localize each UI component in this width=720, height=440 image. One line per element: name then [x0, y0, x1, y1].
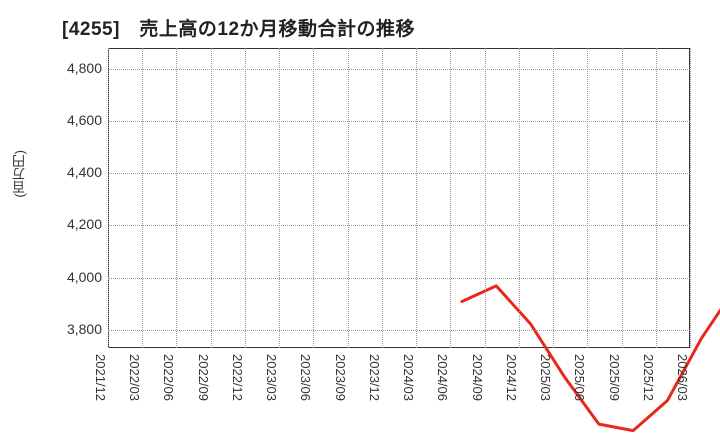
gridline-horizontal-4800: [108, 69, 690, 70]
x-axis-tick-2024-06: 2024/06: [435, 354, 450, 401]
x-axis-tick-2023-03: 2023/03: [264, 354, 279, 401]
gridline-horizontal-4600: [108, 121, 690, 122]
gridline-horizontal-4400: [108, 173, 690, 174]
gridline-horizontal-4200: [108, 225, 690, 226]
gridline-vertical-2024-12: [519, 48, 520, 348]
gridline-vertical-2022-06: [176, 48, 177, 348]
gridline-vertical-2022-12: [245, 48, 246, 348]
gridline-vertical-2025-03: [553, 48, 554, 348]
y-axis-tick-3800: 3,800: [30, 321, 102, 337]
x-axis-tick-2021-12: 2021/12: [93, 354, 108, 401]
gridline-vertical-2022-03: [142, 48, 143, 348]
x-axis-tick-2025-09: 2025/09: [607, 354, 622, 401]
x-axis-tick-2022-09: 2022/09: [196, 354, 211, 401]
x-axis-tick-2025-12: 2025/12: [641, 354, 656, 401]
chart-plot-area: [108, 48, 690, 348]
x-axis-tick-2023-09: 2023/09: [333, 354, 348, 401]
gridline-vertical-2021-12: [108, 48, 109, 348]
gridline-vertical-2026-03: [690, 48, 691, 348]
x-axis-tick-2022-03: 2022/03: [127, 354, 142, 401]
gridline-vertical-2023-12: [382, 48, 383, 348]
gridline-vertical-2024-06: [450, 48, 451, 348]
x-axis-tick-2022-12: 2022/12: [230, 354, 245, 401]
x-axis-tick-2026-03: 2026/03: [675, 354, 690, 401]
gridline-vertical-2022-09: [211, 48, 212, 348]
gridline-vertical-2024-03: [416, 48, 417, 348]
gridline-vertical-2023-09: [348, 48, 349, 348]
y-axis-label: (百万円): [10, 150, 29, 198]
gridline-vertical-2023-06: [313, 48, 314, 348]
x-axis-tick-2022-06: 2022/06: [161, 354, 176, 401]
gridline-vertical-2025-09: [622, 48, 623, 348]
gridline-vertical-2023-03: [279, 48, 280, 348]
y-axis-tick-4800: 4,800: [30, 60, 102, 76]
chart-title: [4255] 売上高の12か月移動合計の推移: [62, 14, 415, 41]
gridline-vertical-2025-12: [656, 48, 657, 348]
gridline-horizontal-3800: [108, 330, 690, 331]
x-axis-tick-2023-12: 2023/12: [367, 354, 382, 401]
x-axis-tick-2025-03: 2025/03: [538, 354, 553, 401]
gridline-horizontal-4000: [108, 278, 690, 279]
y-axis-tick-4200: 4,200: [30, 216, 102, 232]
x-axis-tick-2024-12: 2024/12: [504, 354, 519, 401]
x-axis-tick-2024-03: 2024/03: [401, 354, 416, 401]
y-axis-tick-4600: 4,600: [30, 112, 102, 128]
x-axis-tick-2023-06: 2023/06: [298, 354, 313, 401]
y-axis-tick-4000: 4,000: [30, 269, 102, 285]
gridline-vertical-2024-09: [485, 48, 486, 348]
y-axis-tick-4400: 4,400: [30, 164, 102, 180]
gridline-vertical-2025-06: [587, 48, 588, 348]
data-line-series: [217, 97, 720, 397]
x-axis-tick-2024-09: 2024/09: [470, 354, 485, 401]
x-axis-tick-2025-06: 2025/06: [572, 354, 587, 401]
